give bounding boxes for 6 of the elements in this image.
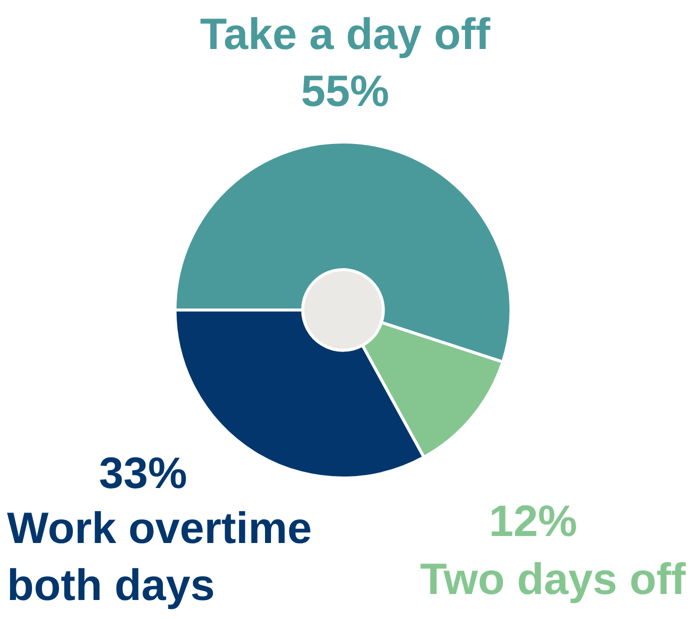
- data-label: 55%: [301, 67, 390, 116]
- data-label: 33%: [99, 449, 188, 498]
- slice-label: Work overtime both days: [7, 504, 312, 610]
- slice-label: Two days off: [420, 555, 686, 604]
- data-label: 12%: [489, 497, 578, 546]
- slice-label: Take a day off: [200, 10, 491, 59]
